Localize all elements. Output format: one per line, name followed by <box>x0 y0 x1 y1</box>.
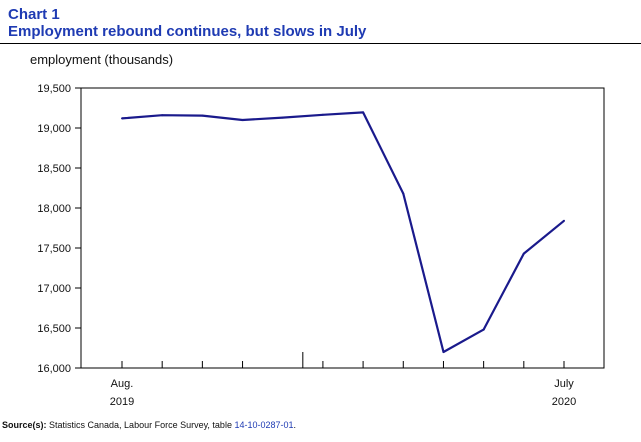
data-point <box>442 351 445 353</box>
y-tick-label: 16,000 <box>37 363 71 375</box>
y-tick-label: 16,500 <box>37 323 71 335</box>
y-axis: 19,500 19,000 18,500 18,000 17,500 17,000 16,5… <box>37 83 81 375</box>
source-label: Source(s): <box>2 420 47 430</box>
series-group <box>121 111 565 354</box>
y-tick-label: 17,000 <box>37 283 71 295</box>
title-divider <box>0 43 641 44</box>
y-tick-label: 17,500 <box>37 243 71 255</box>
data-point <box>402 192 405 195</box>
y-tick-label: 19,500 <box>37 83 71 95</box>
x-tick-label-year: 2020 <box>552 396 576 408</box>
data-point <box>161 114 164 117</box>
x-tick-label-month: Aug. <box>111 378 134 390</box>
data-point <box>522 252 525 255</box>
data-point <box>201 114 204 117</box>
source-end: . <box>293 420 297 430</box>
data-point <box>321 113 324 116</box>
chart-title-line2: Employment rebound continues, but slows … <box>8 23 367 40</box>
data-point <box>121 117 123 120</box>
x-tick-label-month: July <box>554 378 574 390</box>
series-line <box>121 111 565 354</box>
y-tick-label: 18,500 <box>37 163 71 175</box>
source-text: Statistics Canada, Labour Force Survey, … <box>46 420 235 430</box>
x-tick-label-year: 2019 <box>110 396 134 408</box>
data-point <box>362 111 365 114</box>
plot-frame <box>80 87 605 369</box>
y-tick-label: 18,000 <box>37 203 71 215</box>
data-point <box>563 219 565 222</box>
source-table-link[interactable]: 14-10-0287-01 <box>234 420 294 430</box>
chart-title-line1: Chart 1 <box>8 6 60 23</box>
y-tick-label: 19,000 <box>37 123 71 135</box>
data-point <box>281 116 284 119</box>
data-point <box>482 328 485 331</box>
x-axis: Aug. 2019 July 2020 <box>110 352 576 408</box>
y-axis-label: employment (thousands) <box>30 52 174 67</box>
data-point <box>241 119 244 121</box>
source-note: Source(s): Statistics Canada, Labour For… <box>2 420 296 430</box>
